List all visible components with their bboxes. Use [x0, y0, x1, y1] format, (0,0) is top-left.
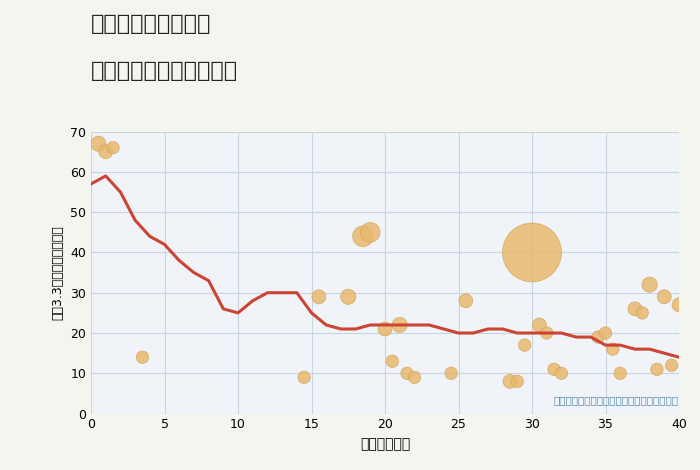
Point [446, 369, 457, 377]
Point [637, 309, 648, 317]
Point [92, 140, 104, 148]
Point [298, 374, 309, 381]
Point [386, 358, 398, 365]
Point [136, 353, 148, 361]
Y-axis label: 坪（3.3㎡）単価（万円）: 坪（3.3㎡）単価（万円） [52, 225, 64, 320]
Text: 円の大きさは、取引のあった物件面積を示す: 円の大きさは、取引のあった物件面積を示す [554, 395, 679, 405]
Point [519, 341, 531, 349]
Point [673, 301, 685, 309]
Point [541, 329, 552, 337]
Point [100, 148, 111, 156]
Point [556, 369, 567, 377]
Point [615, 369, 626, 377]
Point [461, 297, 472, 305]
Point [600, 329, 611, 337]
Point [512, 377, 523, 385]
Point [504, 377, 515, 385]
Point [108, 144, 119, 151]
Point [526, 249, 538, 256]
Point [343, 293, 354, 300]
Point [365, 228, 376, 236]
Point [394, 321, 405, 329]
Point [549, 366, 560, 373]
Point [358, 233, 369, 240]
Point [534, 321, 545, 329]
Point [409, 374, 420, 381]
Point [629, 305, 641, 313]
Text: 築年数別中古戸建て価格: 築年数別中古戸建て価格 [91, 61, 238, 81]
Point [659, 293, 670, 300]
Point [652, 366, 663, 373]
Point [314, 293, 325, 300]
Point [593, 333, 604, 341]
Point [608, 345, 619, 353]
Point [402, 369, 413, 377]
Point [666, 361, 678, 369]
Text: 兵庫県豊岡市新堂の: 兵庫県豊岡市新堂の [91, 14, 211, 34]
Point [644, 281, 655, 289]
Point [379, 325, 391, 333]
X-axis label: 築年数（年）: 築年数（年） [360, 437, 410, 451]
